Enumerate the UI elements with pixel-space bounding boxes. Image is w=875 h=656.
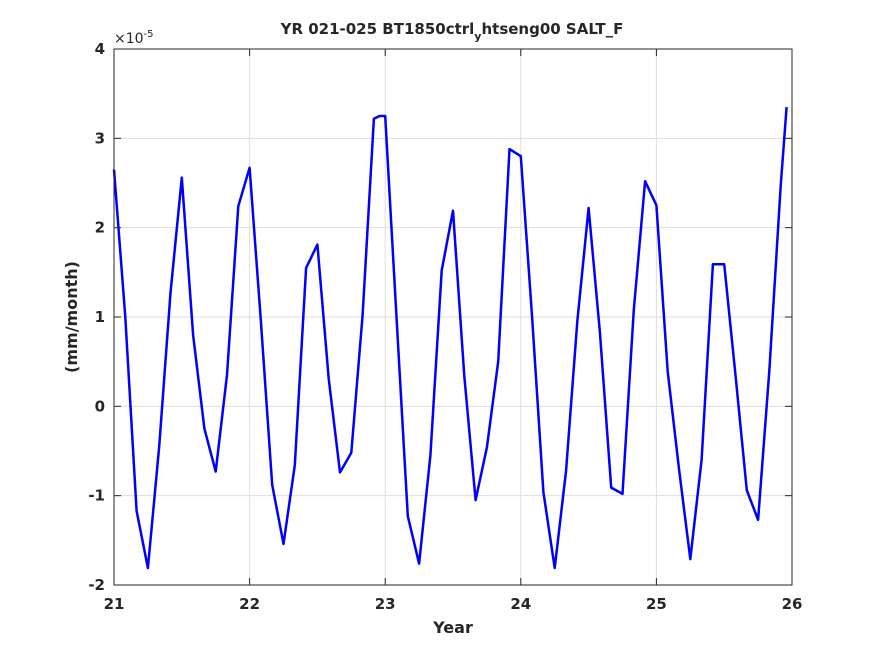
- x-tick-label: 22: [239, 595, 260, 613]
- y-exponent-label: ×10-5: [114, 29, 154, 47]
- y-tick-label: -2: [88, 576, 105, 594]
- y-tick-label: 4: [95, 40, 105, 58]
- x-tick-label: 24: [510, 595, 531, 613]
- x-tick-label: 21: [104, 595, 125, 613]
- x-tick-label: 25: [646, 595, 667, 613]
- y-tick-label: 2: [95, 219, 105, 237]
- x-tick-label: 26: [782, 595, 803, 613]
- y-axis-label: (mm/month): [62, 261, 81, 373]
- series-line: [112, 107, 788, 570]
- y-tick-label: -1: [88, 487, 105, 505]
- chart-title: YR 021-025 BT1850ctrlyhtseng00 SALT_F: [280, 20, 624, 43]
- x-axis-label: Year: [432, 618, 473, 637]
- y-tick-label: 1: [95, 308, 105, 326]
- y-tick-label: 0: [95, 397, 105, 415]
- x-tick-label: 23: [375, 595, 396, 613]
- y-tick-label: 3: [95, 129, 105, 147]
